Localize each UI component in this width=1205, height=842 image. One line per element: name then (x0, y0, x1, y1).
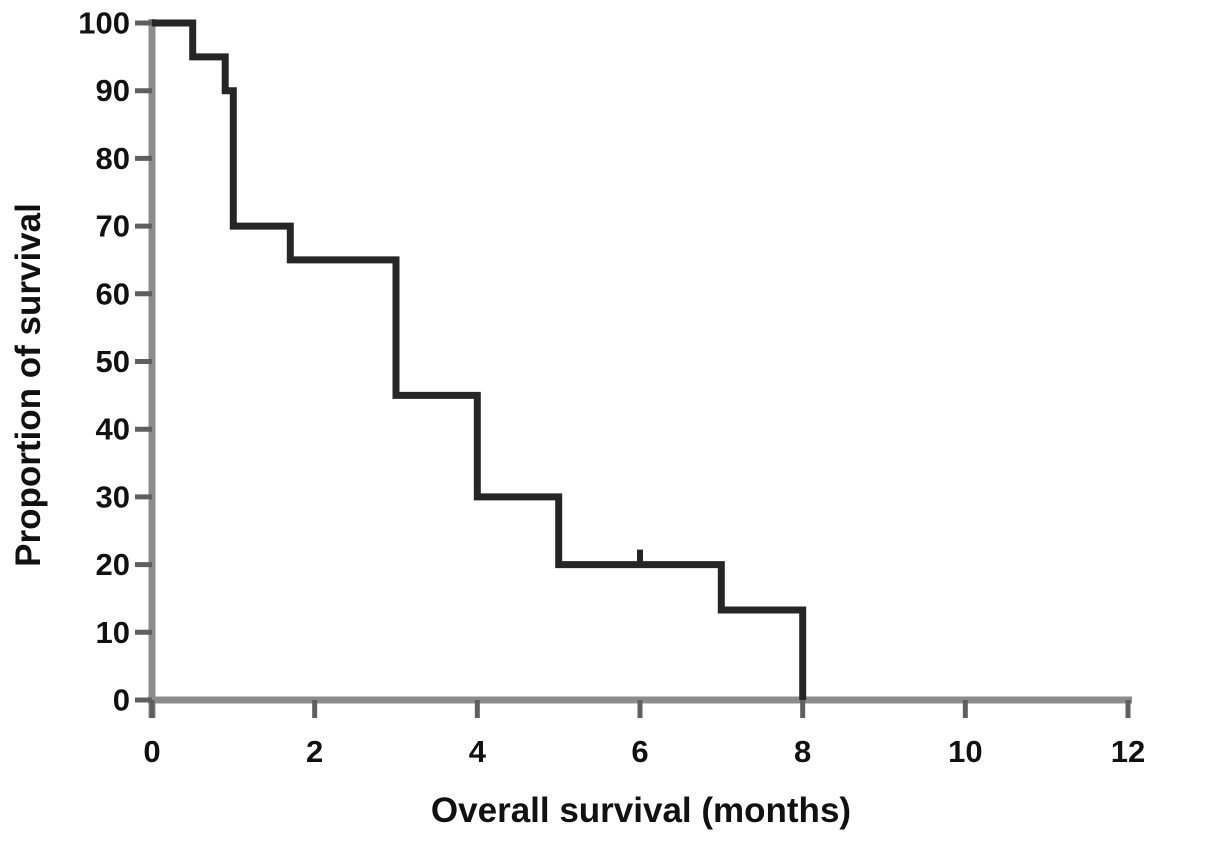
x-tick-label: 4 (469, 734, 487, 769)
y-tick-label: 50 (96, 344, 130, 379)
y-axis-tick-labels: 0 10 20 30 40 50 60 70 80 90 100 (78, 6, 130, 718)
y-tick-label: 20 (96, 547, 130, 582)
survival-curve (152, 19, 807, 700)
x-axis-ticks (149, 700, 1131, 718)
y-tick-label: 0 (113, 683, 130, 718)
x-tick-label: 12 (1111, 734, 1145, 769)
x-tick-label: 8 (794, 734, 811, 769)
y-tick-label: 60 (96, 276, 130, 311)
y-axis-ticks (135, 20, 152, 703)
x-tick-label: 6 (631, 734, 648, 769)
y-tick-label: 10 (96, 615, 130, 650)
y-tick-label: 80 (96, 141, 130, 176)
x-axis-title: Overall survival (months) (431, 791, 851, 830)
y-tick-label: 70 (96, 209, 130, 244)
y-tick-label: 40 (96, 412, 130, 447)
x-tick-label: 10 (948, 734, 982, 769)
x-axis-tick-labels: 0 2 4 6 8 10 12 (143, 734, 1145, 769)
y-tick-label: 90 (96, 73, 130, 108)
x-tick-label: 2 (306, 734, 323, 769)
x-tick-label: 0 (143, 734, 160, 769)
y-tick-label: 30 (96, 479, 130, 514)
y-tick-label: 100 (78, 6, 130, 41)
y-axis-title: Proportion of survival (9, 203, 48, 567)
